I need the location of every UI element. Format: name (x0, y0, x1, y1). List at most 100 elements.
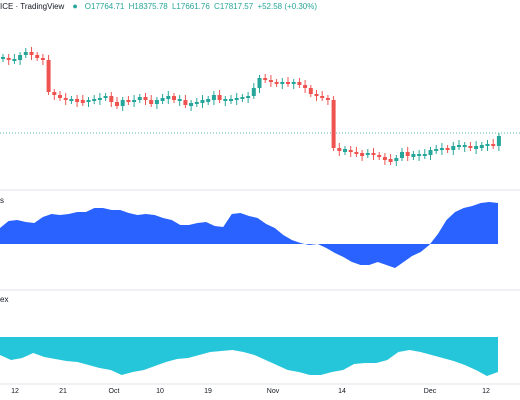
candle-body (257, 78, 262, 88)
candle-body (491, 144, 496, 146)
candle-body (308, 88, 313, 94)
candle-body (251, 88, 256, 96)
candle-body (6, 58, 11, 60)
candle-body (58, 95, 62, 98)
candle-body (229, 99, 233, 101)
candle-body (291, 82, 296, 84)
candle-body (343, 149, 347, 152)
low-value: L17661.76 (171, 1, 210, 11)
candle-body (320, 96, 325, 98)
candle-body (189, 103, 194, 106)
candle-body (80, 100, 85, 103)
candle-body (166, 96, 171, 99)
candle-body (217, 95, 222, 100)
candle-body (1, 57, 5, 59)
index-area (0, 337, 498, 376)
candle-body (69, 99, 74, 101)
candle-body (115, 102, 119, 106)
time-axis-tick: 10 (156, 388, 164, 395)
candle-body (109, 96, 114, 102)
candle-body (297, 82, 302, 85)
candle-body (194, 102, 199, 104)
candle-body (325, 98, 330, 100)
time-axis-tick: Oct (108, 388, 120, 395)
candle-body (172, 96, 176, 100)
candle-body (211, 95, 216, 100)
candle-body (46, 60, 51, 92)
candle-body (286, 82, 290, 84)
candle-body (263, 78, 268, 80)
candle-body (474, 146, 479, 149)
candle-body (377, 155, 382, 157)
candles (1, 47, 501, 166)
candle-body (434, 149, 439, 151)
candle-body (75, 99, 80, 102)
candle-body (268, 80, 273, 82)
candle-body (23, 52, 28, 55)
candle-body (143, 97, 148, 100)
time-axis-tick: 12 (482, 388, 490, 395)
close-value: C17817.57 (214, 1, 254, 11)
candle-body (382, 157, 387, 160)
candle-body (154, 100, 159, 104)
oscillator-area (0, 202, 498, 268)
candle-body (206, 99, 211, 102)
price-pane[interactable] (0, 47, 520, 166)
candle-body (405, 152, 410, 156)
candle-body (132, 100, 137, 102)
candle-body (400, 152, 404, 158)
candle-body (137, 97, 142, 100)
candle-body (457, 145, 461, 147)
oscillator-pane[interactable] (0, 202, 498, 268)
candle-body (422, 154, 427, 156)
candle-body (52, 92, 57, 95)
candle-body (18, 55, 23, 60)
ohlc-readout: O17764.71 H18375.78 L17661.76 C17817.57 … (85, 2, 319, 11)
chart-title: ICE · TradingView (0, 1, 65, 11)
candle-body (97, 98, 102, 100)
time-axis-tick: 21 (59, 388, 67, 395)
time-axis-tick: 19 (204, 388, 212, 395)
candle-body (314, 94, 319, 96)
time-axis-tick: Dec (423, 388, 437, 395)
oscillator-pane-label: s (0, 196, 4, 205)
candle-body (86, 100, 91, 102)
candle-body (417, 154, 422, 156)
candle-body (365, 153, 370, 155)
candle-body (223, 99, 228, 101)
candle-body (63, 98, 68, 100)
candle-body (479, 145, 484, 148)
candle-body (160, 98, 165, 101)
candle-body (468, 146, 473, 148)
candle-body (451, 146, 456, 150)
index-pane-label: ex (0, 295, 9, 304)
candle-body (388, 159, 393, 162)
index-pane[interactable] (0, 337, 498, 376)
candle-body (200, 100, 205, 103)
candle-body (371, 153, 376, 155)
candle-body (246, 96, 251, 98)
candle-body (35, 55, 40, 58)
status-dot-icon: ● (72, 1, 78, 11)
candle-body (280, 82, 285, 84)
candle-body (445, 148, 450, 150)
chart-header: ICE · TradingView ● O17764.71 H18375.78 … (0, 0, 520, 12)
candle-body (348, 150, 353, 152)
candle-body (12, 59, 17, 61)
candle-body (354, 152, 359, 154)
high-value: H18375.78 (128, 1, 168, 11)
change-value: +52.58 (+0.30%) (257, 1, 318, 11)
candle-body (485, 144, 490, 146)
candle-body (462, 145, 467, 147)
candle-body (411, 154, 416, 157)
candle-body (29, 52, 34, 55)
time-axis-tick: Nov (266, 388, 280, 395)
time-axis-tick: 12 (11, 388, 19, 395)
time-axis-tick: 14 (338, 388, 346, 395)
candle-body (360, 153, 365, 156)
candle-body (149, 100, 154, 104)
candle-body (120, 100, 125, 106)
candle-body (92, 99, 97, 101)
candle-body (337, 148, 342, 151)
